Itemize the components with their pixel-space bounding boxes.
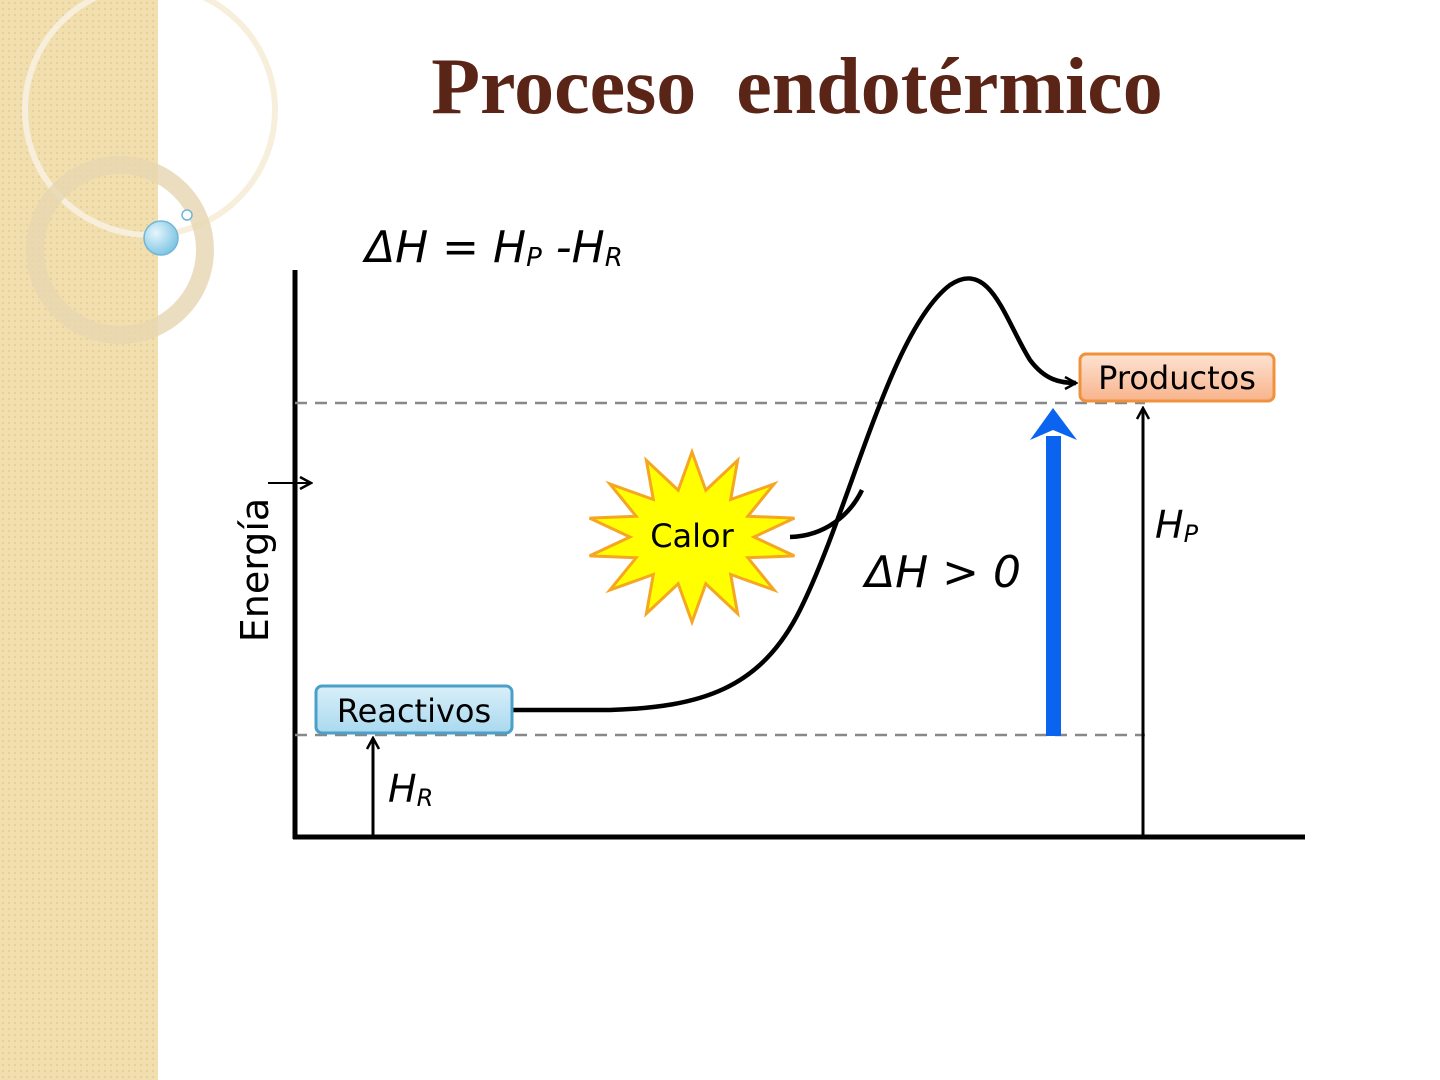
slide-title: Proceso endotérmico (431, 43, 1163, 131)
delta-arrow (1030, 408, 1077, 736)
heat-label: Calor (650, 517, 734, 555)
hp-main: H (1155, 503, 1184, 547)
reactants-box (314, 684, 514, 735)
hp-sub: P (1184, 520, 1199, 548)
hr-sub: R (417, 784, 434, 812)
formula-sub: P (526, 243, 542, 273)
delta-label: ΔH > 0 (862, 547, 1021, 598)
formula: ΔH = HP -HR (362, 222, 623, 273)
formula-mid: -H (542, 222, 605, 273)
formula-sub: R (605, 243, 623, 273)
reactants-label: Reactivos (337, 692, 491, 730)
energy-curve (512, 276, 1076, 713)
axes (268, 270, 1305, 840)
hp-label: HP (1155, 503, 1199, 548)
heat-path (789, 489, 865, 540)
hr-main: H (388, 767, 417, 811)
products-box (1078, 352, 1276, 403)
hr-label: HR (388, 767, 433, 812)
products-label: Productos (1098, 359, 1256, 397)
heat-burst (588, 447, 796, 627)
formula-lhs: ΔH = H (362, 222, 526, 273)
side-band (0, 0, 278, 1080)
axis-label: Energía (233, 498, 277, 642)
